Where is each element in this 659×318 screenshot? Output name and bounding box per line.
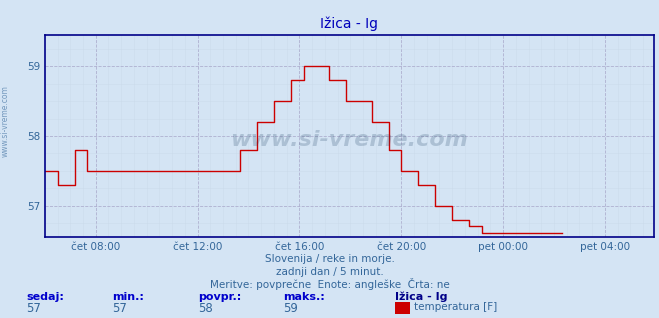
Text: 57: 57 <box>112 302 127 315</box>
Text: 57: 57 <box>26 302 42 315</box>
Text: maks.:: maks.: <box>283 292 325 301</box>
Text: povpr.:: povpr.: <box>198 292 241 301</box>
Title: Ižica - Ig: Ižica - Ig <box>320 17 378 31</box>
Text: sedaj:: sedaj: <box>26 292 64 301</box>
Text: www.si-vreme.com: www.si-vreme.com <box>1 85 10 157</box>
Text: min.:: min.: <box>112 292 144 301</box>
Text: Meritve: povprečne  Enote: angleške  Črta: ne: Meritve: povprečne Enote: angleške Črta:… <box>210 278 449 290</box>
Text: zadnji dan / 5 minut.: zadnji dan / 5 minut. <box>275 267 384 277</box>
Text: Ižica - Ig: Ižica - Ig <box>395 291 448 301</box>
Text: www.si-vreme.com: www.si-vreme.com <box>231 130 468 150</box>
Text: temperatura [F]: temperatura [F] <box>414 302 497 312</box>
Text: Slovenija / reke in morje.: Slovenija / reke in morje. <box>264 254 395 264</box>
Text: 58: 58 <box>198 302 212 315</box>
Text: 59: 59 <box>283 302 299 315</box>
